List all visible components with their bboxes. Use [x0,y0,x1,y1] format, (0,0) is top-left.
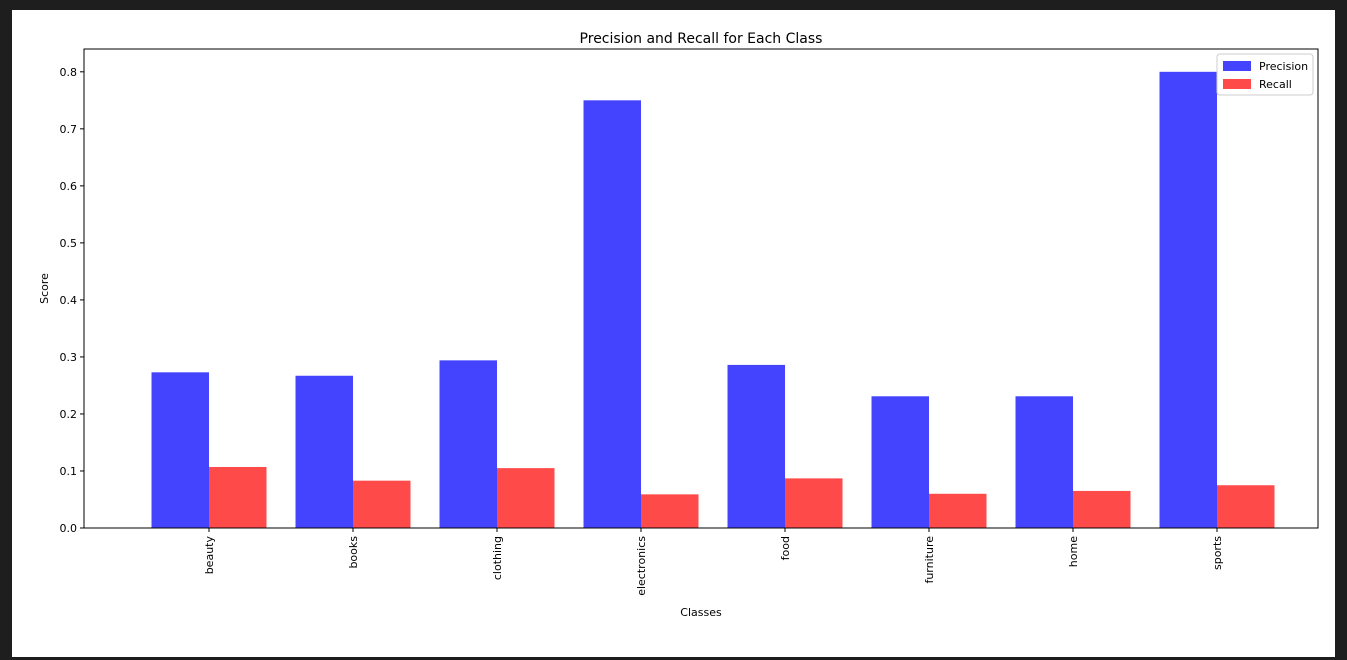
x-tick-label-furniture: furniture [923,536,936,584]
x-tick-label-beauty: beauty [203,536,216,575]
x-tick-label-home: home [1067,536,1080,567]
bar-recall-food [785,478,843,528]
legend: Precision Recall [1216,53,1314,96]
bar-recall-home [1073,490,1131,528]
bar-recall-clothing [497,468,555,528]
bar-recall-electronics [641,494,699,528]
y-tick-label: 0.3 [60,351,78,364]
x-tick-label-sports: sports [1211,536,1224,570]
x-tick-label-electronics: electronics [635,536,648,596]
bar-precision-electronics [583,100,641,529]
y-tick-label: 0.5 [60,237,78,250]
y-tick-label: 0.0 [60,522,78,535]
bar-precision-books [295,375,353,528]
chart-figure: Precision and Recall for Each Class Clas… [12,10,1335,657]
x-tick-label-food: food [779,536,792,560]
bar-recall-sports [1217,485,1275,528]
plot-frame [83,48,1319,529]
bars-group [151,71,1275,529]
bar-precision-clothing [439,360,497,528]
x-axis-ticks: beauty books clothing electronics food furnit… [203,528,1224,596]
y-tick-label: 0.7 [60,123,78,136]
y-axis-label: Score [38,273,51,304]
legend-swatch-precision [1223,61,1251,71]
bar-precision-home [1015,396,1073,528]
bar-recall-furniture [929,493,987,528]
bar-precision-beauty [151,372,209,528]
bar-precision-furniture [871,396,929,528]
y-axis-ticks: 0.0 0.1 0.2 0.3 0.4 0.5 0.6 0.7 0.8 [60,66,84,535]
chart-title: Precision and Recall for Each Class [580,31,823,47]
y-tick-label: 0.2 [60,408,78,421]
y-tick-label: 0.4 [60,294,78,307]
y-tick-label: 0.6 [60,180,78,193]
legend-label-recall: Recall [1259,78,1292,91]
legend-swatch-recall [1223,79,1251,89]
bar-chart: Precision and Recall for Each Class Clas… [38,31,1319,619]
y-tick-label: 0.8 [60,66,78,79]
bar-recall-books [353,480,411,528]
legend-label-precision: Precision [1259,60,1308,73]
x-axis-label: Classes [680,606,722,619]
x-tick-label-books: books [347,536,360,569]
x-tick-label-clothing: clothing [491,536,504,580]
bar-precision-food [727,364,785,528]
bar-precision-sports [1159,71,1217,529]
bar-recall-beauty [209,466,267,528]
y-tick-label: 0.1 [60,465,78,478]
